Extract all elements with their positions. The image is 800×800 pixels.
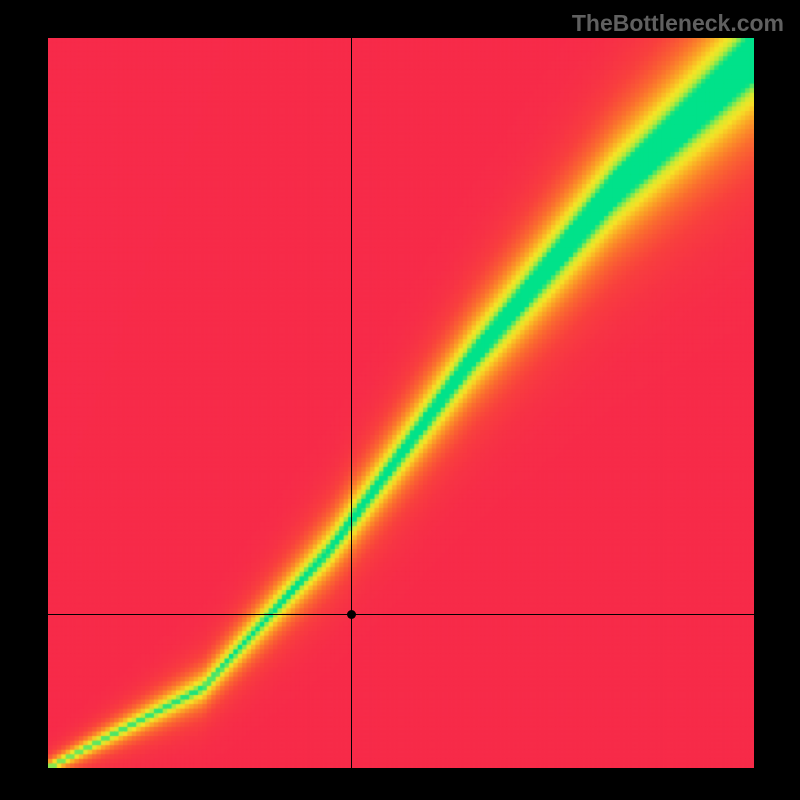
heatmap-plot-area xyxy=(48,38,754,768)
watermark-text: TheBottleneck.com xyxy=(572,10,784,37)
heatmap-canvas xyxy=(48,38,754,768)
chart-container: TheBottleneck.com xyxy=(0,0,800,800)
crosshair-horizontal xyxy=(48,614,754,615)
crosshair-vertical xyxy=(351,38,352,768)
